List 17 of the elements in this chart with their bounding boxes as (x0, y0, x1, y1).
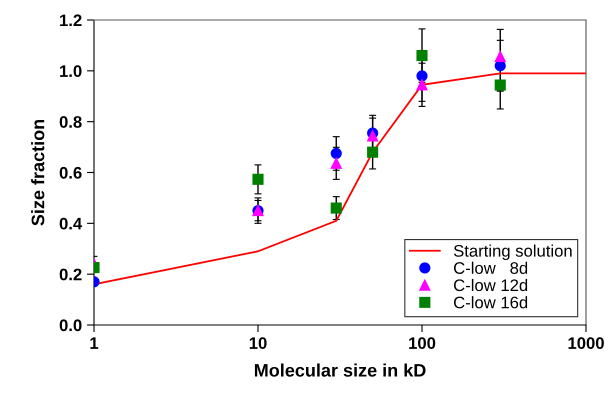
y-tick-label: 0.8 (60, 116, 82, 128)
legend-label: Starting solution (454, 244, 572, 260)
y-tick-label: 0.2 (60, 268, 82, 280)
y-tick-label: 1.0 (60, 65, 82, 78)
y-tick-label: 0.4 (60, 218, 82, 230)
y-tick-label: 0.6 (60, 166, 82, 179)
legend-label: C-low 16d (454, 296, 528, 308)
x-axis-title: Molecular size in kD (254, 363, 426, 377)
y-axis-title: Size fraction (31, 120, 44, 226)
x-tick-label: 10 (250, 337, 267, 350)
legend-label: C-low 8d (454, 262, 528, 274)
y-tick-label: 0.0 (60, 319, 82, 332)
x-tick-label: 100 (409, 337, 436, 350)
legend-label: C-low 12d (454, 278, 528, 292)
x-tick-label: 1000 (568, 337, 604, 350)
y-tick-label: 1.2 (60, 14, 82, 26)
x-tick-label: 1 (90, 337, 98, 349)
